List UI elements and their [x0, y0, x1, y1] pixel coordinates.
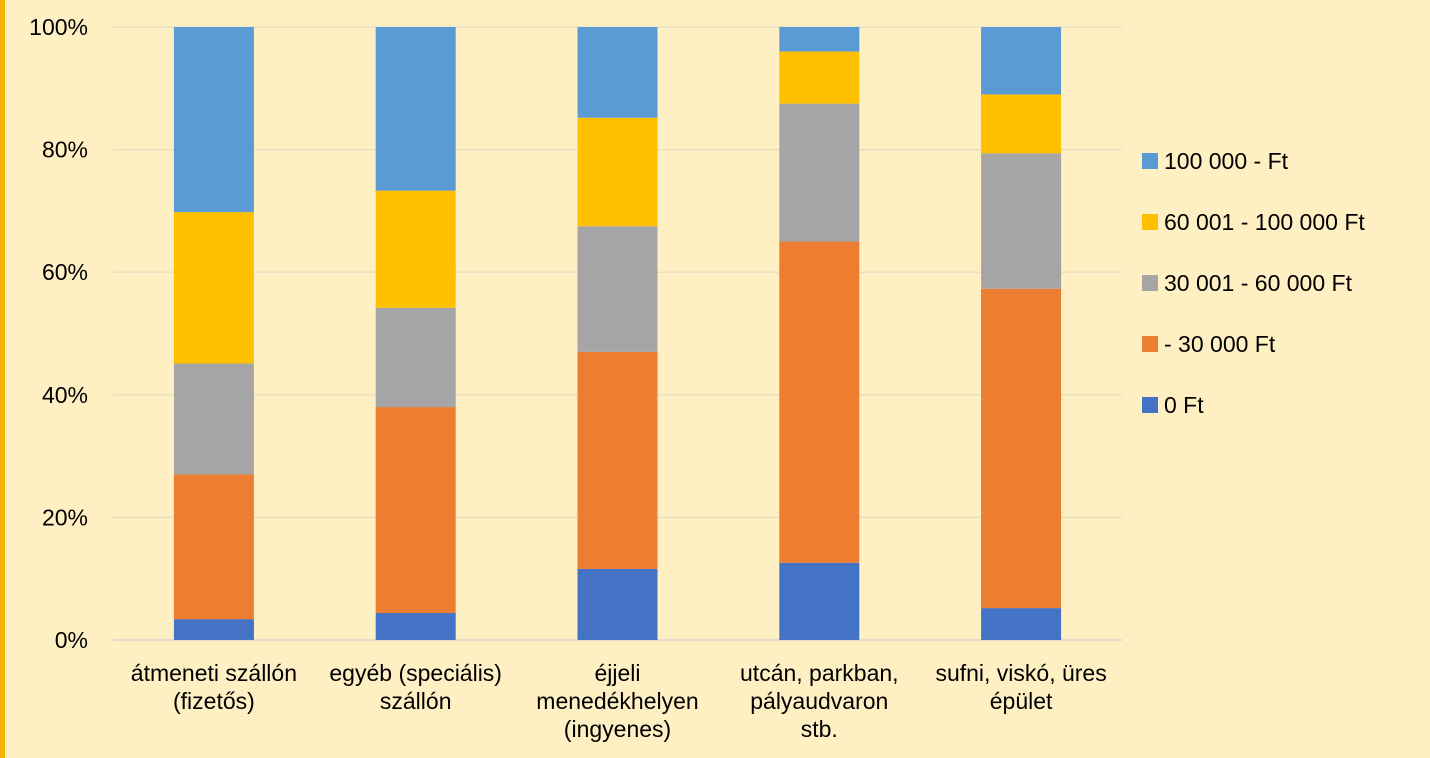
bar-segment [173, 363, 254, 475]
x-category-label: sufni, viskó, üres épület [935, 660, 1106, 714]
x-category-label: egyéb (speciális) szállón [329, 660, 502, 714]
bar-segment [375, 407, 456, 614]
bar-segment [375, 613, 456, 640]
y-tick-label: 80% [42, 137, 88, 163]
legend-swatch [1142, 275, 1158, 291]
y-tick-label: 100% [29, 14, 88, 40]
bar-segment [779, 103, 860, 242]
gridlines [113, 26, 1122, 641]
bar-segment [779, 27, 860, 52]
bar-segment [375, 190, 456, 308]
bars [173, 27, 1062, 640]
bar-segment [375, 27, 456, 191]
bar-segment [375, 307, 456, 408]
bar-segment [577, 27, 658, 118]
legend-label: 0 Ft [1164, 392, 1204, 418]
y-axis: 0% 20% 40% 60% 80% 100% [29, 14, 88, 653]
bar-segment [981, 608, 1062, 640]
legend-swatch [1142, 336, 1158, 352]
legend-swatch [1142, 397, 1158, 413]
x-axis: átmeneti szállón (fizetős) egyéb (speciáli… [131, 660, 1107, 742]
x-category-label: éjjeli menedékhelyen (ingyenes) [536, 660, 698, 742]
legend-swatch [1142, 214, 1158, 230]
legend-label: 30 001 - 60 000 Ft [1164, 270, 1353, 296]
bar-segment [577, 568, 658, 640]
legend-label: - 30 000 Ft [1164, 331, 1276, 357]
x-category-label-line: átmeneti szállón [131, 660, 297, 686]
bar-segment [173, 474, 254, 620]
y-tick-label: 20% [42, 504, 88, 530]
x-category-label-line: épület [990, 688, 1053, 714]
x-category-label-line: pályaudvaron [750, 688, 888, 714]
bar-segment [981, 153, 1062, 289]
y-tick-label: 40% [42, 382, 88, 408]
x-category-label: átmeneti szállón (fizetős) [131, 660, 297, 714]
bar-segment [981, 288, 1062, 609]
legend-label: 60 001 - 100 000 Ft [1164, 209, 1365, 235]
bar-segment [779, 51, 860, 104]
x-category-label-line: (fizetős) [173, 688, 255, 714]
x-category-label-line: éjjeli [594, 660, 640, 686]
bar-segment [173, 619, 254, 640]
x-category-label-line: stb. [801, 716, 838, 742]
bar-segment [981, 94, 1062, 154]
x-category-label-line: utcán, parkban, [740, 660, 899, 686]
bar-segment [577, 226, 658, 352]
bar-segment [173, 27, 254, 213]
bar-segment [779, 562, 860, 640]
bar-segment [173, 212, 254, 364]
y-tick-label: 60% [42, 259, 88, 285]
bar-segment [981, 27, 1062, 95]
y-tick-label: 0% [55, 627, 88, 653]
x-category-label-line: (ingyenes) [564, 716, 671, 742]
x-category-label-line: szállón [380, 688, 452, 714]
x-category-label: utcán, parkban, pályaudvaron stb. [740, 660, 899, 742]
left-accent-stripe [0, 0, 5, 758]
x-category-label-line: sufni, viskó, üres [935, 660, 1106, 686]
x-category-label-line: menedékhelyen [536, 688, 698, 714]
bar-segment [577, 117, 658, 227]
bar-segment [779, 241, 860, 563]
legend-swatch [1142, 153, 1158, 169]
legend: 100 000 - Ft 60 001 - 100 000 Ft 30 001 - … [1142, 148, 1365, 418]
legend-label: 100 000 - Ft [1164, 148, 1289, 174]
bar-segment [577, 351, 658, 569]
x-category-label-line: egyéb (speciális) [329, 660, 502, 686]
